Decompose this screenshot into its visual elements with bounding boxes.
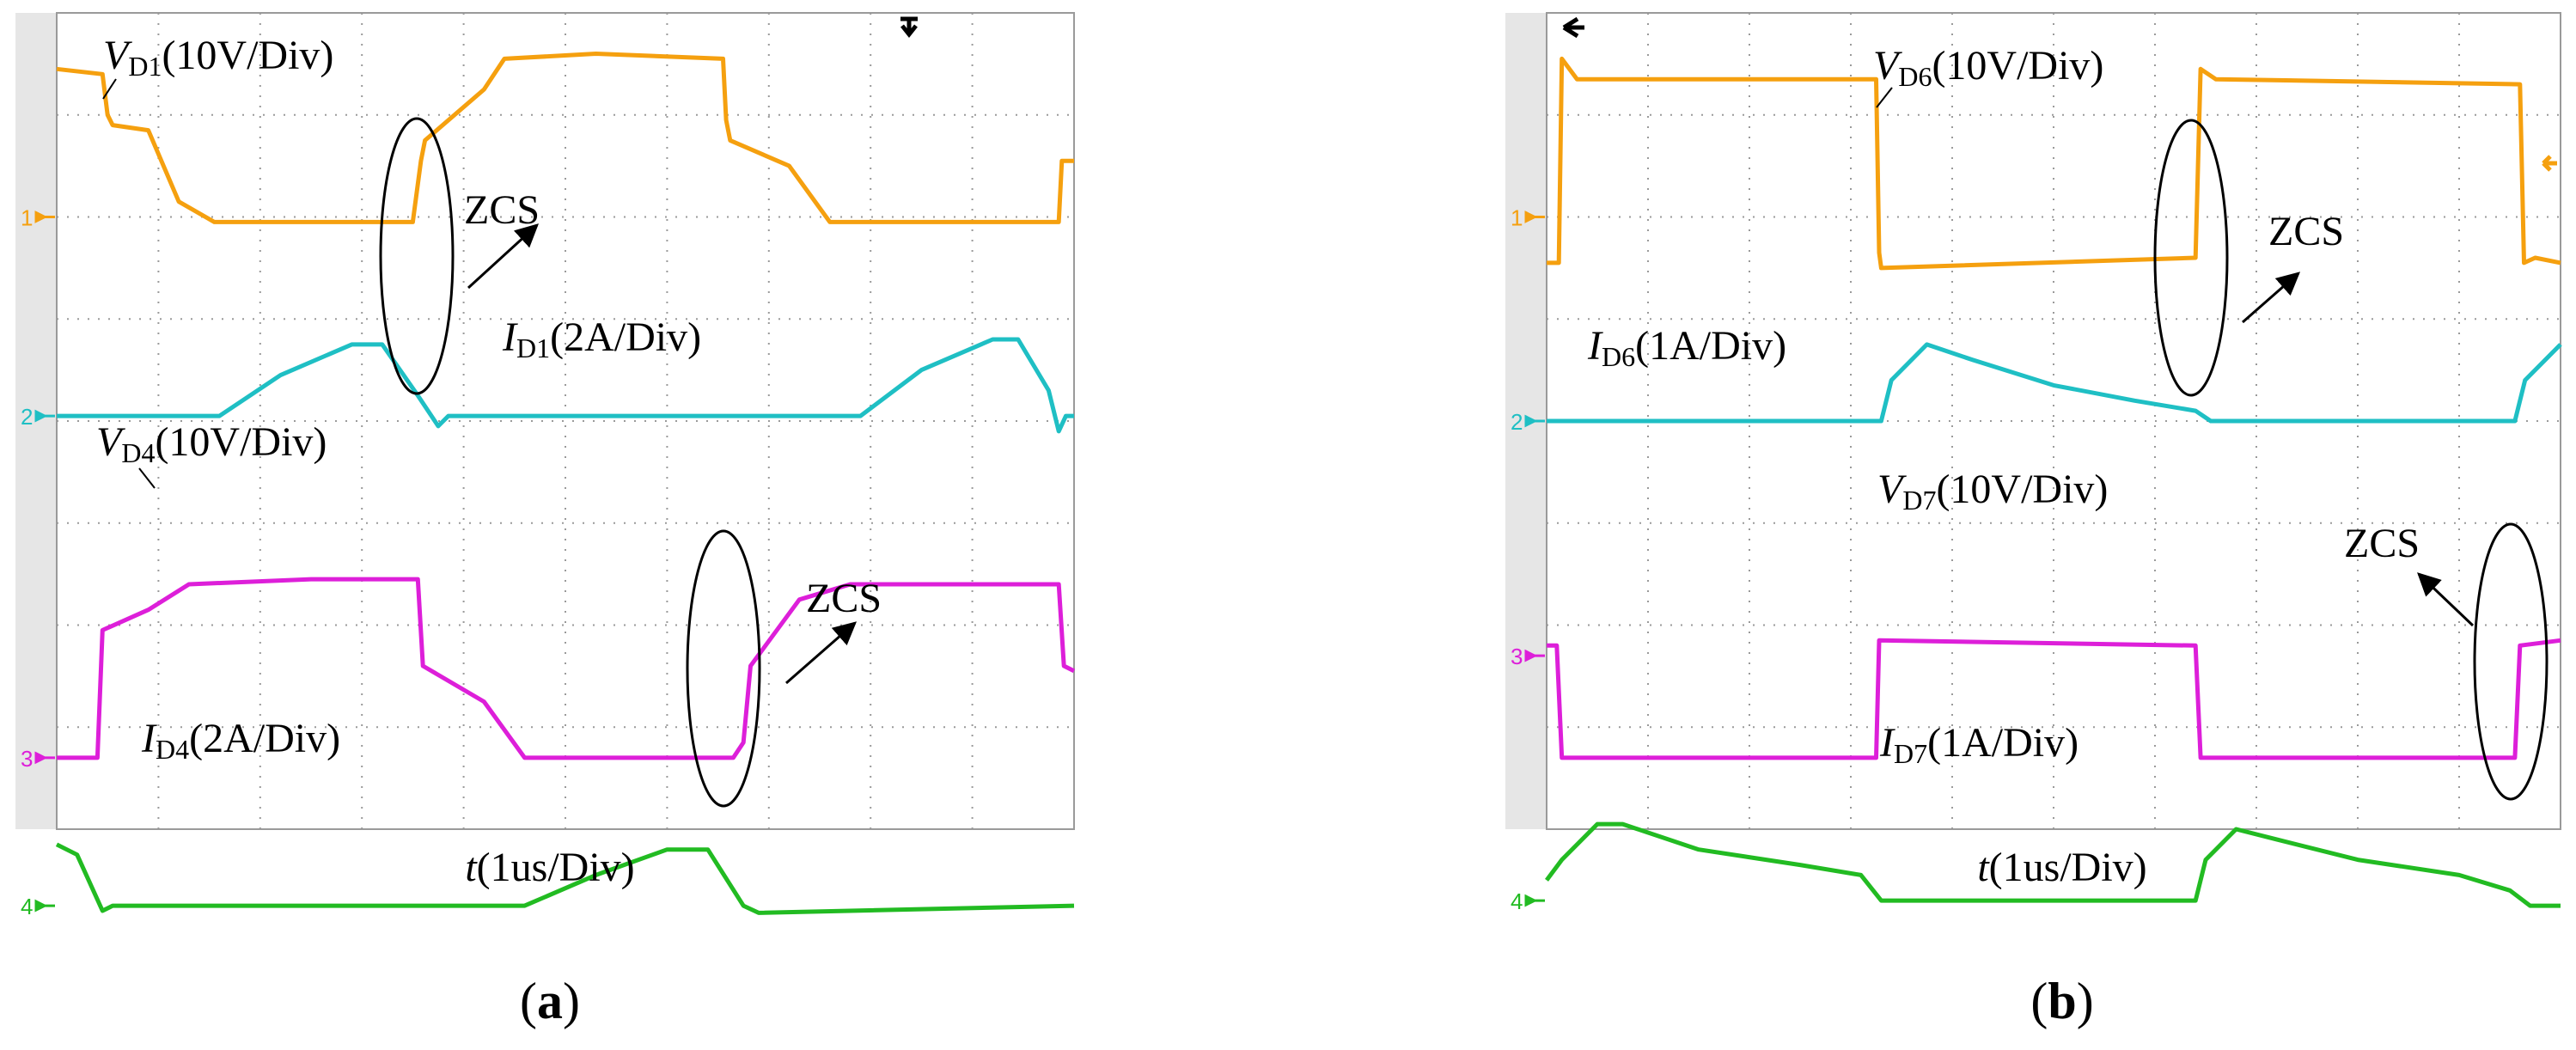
panel-b-zcs-label-1: ZCS — [2268, 209, 2344, 254]
panel-a-screen — [56, 12, 1075, 830]
panel-a-trigger-marker — [900, 16, 918, 39]
panel-b-label-id7: ID7(1A/Div) — [1879, 720, 2079, 769]
panel-b-zcs-ellipse-1 — [2153, 119, 2229, 397]
panel-a-channel-marker-4: 4 — [21, 894, 33, 919]
panel-a-zcs-arrow-2 — [785, 621, 858, 685]
panel-b-zcs-label-2: ZCS — [2344, 521, 2420, 566]
panel-a-label-vd1: VD1(10V/Div) — [103, 33, 333, 82]
panel-b-channel-marker-4: 4 — [1511, 888, 1523, 914]
panel-b-channel-arrow-1 — [1524, 211, 1545, 223]
panel-a-channel-marker-1: 1 — [21, 205, 33, 231]
panel-a-label-id4: ID4(2A/Div) — [141, 716, 340, 765]
panel-b-trace-ch2 — [1547, 342, 2562, 424]
panel-a-label-id1: ID1(2A/Div) — [502, 314, 701, 363]
panel-a-channel-arrow-1 — [34, 211, 55, 223]
panel-b-trace-ch1 — [1547, 56, 2561, 271]
panel-b-xlabel: t(1us/Div) — [1977, 845, 2146, 890]
panel-b-channel-markers: 1 2 3 4 — [1511, 205, 1545, 914]
panel-b-label-id6: ID6(1A/Div) — [1587, 323, 1786, 372]
panel-a: 1 2 3 4 VD1(10V/Div) ID1(2A/Div) VD4(10V/Di… — [15, 12, 1076, 1029]
panel-b-trace-ch3 — [1547, 638, 2561, 760]
panel-b-trace-ch4 — [1544, 821, 2561, 908]
panel-b-channel-marker-3: 3 — [1511, 644, 1523, 669]
panel-a-label-vd4: VD4(10V/Div) — [96, 419, 327, 468]
panel-b-channel-marker-2: 2 — [1511, 409, 1523, 435]
panel-b-caption: (b) — [2030, 973, 2093, 1029]
panel-a-channel-marker-2: 2 — [21, 404, 33, 430]
panel-b-label-vd6: VD6(10V/Div) — [1873, 43, 2103, 92]
panel-a-xlabel: t(1us/Div) — [465, 845, 634, 890]
panel-a-leader-vd4 — [138, 467, 156, 489]
panel-a-traces — [55, 52, 1076, 915]
panel-a-caption: (a) — [520, 973, 580, 1029]
panel-a-channel-marker-3: 3 — [21, 746, 33, 772]
panel-a-channel-markers: 1 2 3 4 — [21, 205, 55, 919]
panel-a-zcs-ellipse-1 — [379, 117, 455, 395]
panel-b-leader-vd6 — [1876, 87, 1893, 108]
panel-b-channel-arrow-4 — [1524, 894, 1545, 907]
panel-a-leader-vd1 — [102, 78, 117, 100]
panel-b-zcs-arrow-2 — [2417, 572, 2475, 627]
panel-a-trace-ch1 — [56, 52, 1074, 224]
panel-a-trace-ch2 — [57, 337, 1074, 434]
panel-b-level-marker — [2542, 155, 2557, 172]
panel-a-zcs-arrow-1 — [467, 223, 539, 290]
panel-b-grid — [1547, 13, 2561, 829]
panel-b-label-vd7: VD7(10V/Div) — [1877, 467, 2108, 516]
panel-b-traces — [1544, 56, 2562, 908]
panel-a-trace-ch3 — [57, 577, 1076, 760]
panel-a-channel-arrow-4 — [34, 899, 55, 913]
panel-a-zcs-ellipse-2 — [686, 529, 761, 808]
panel-b-zcs-ellipse-2 — [2473, 522, 2549, 801]
panel-a-channel-arrow-3 — [34, 751, 55, 765]
panel-b-channel-arrow-2 — [1524, 414, 1545, 428]
panel-b-zcs-arrow-1 — [2242, 272, 2301, 324]
panel-a-channel-arrow-2 — [34, 409, 55, 423]
panel-a-trace-ch4 — [55, 842, 1075, 915]
panel-b-channel-marker-1: 1 — [1511, 205, 1523, 231]
panel-b-trigger-marker — [1562, 16, 1584, 39]
panel-a-zcs-label-1: ZCS — [464, 187, 540, 233]
panel-b-channel-arrow-3 — [1524, 649, 1545, 662]
panel-b: 1 2 3 4 VD6(10V/Div) ID6(1A/Div) VD7(10V/Di… — [1505, 12, 2562, 1029]
panel-a-zcs-label-2: ZCS — [806, 576, 882, 621]
